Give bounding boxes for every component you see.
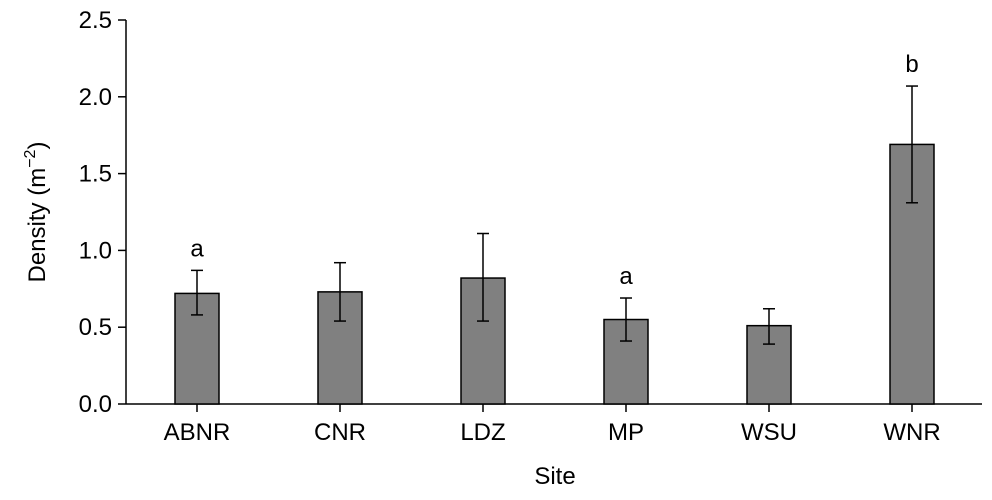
significance-letter-mp: a [619,263,633,290]
bars [174,143,935,405]
y-tick-label: 1.0 [79,237,112,264]
x-axis: ABNR CNR LDZ MP WSU WNR [126,403,982,446]
x-tick-label-wnr: WNR [883,419,940,446]
significance-letters: a a b [190,51,918,290]
y-tick-label: 1.5 [79,161,112,188]
y-tick-label: 0.5 [79,314,112,341]
significance-letter-wnr: b [905,51,918,78]
y-axis-title-superscript: −2 [22,149,39,167]
error-bars [191,85,918,345]
x-tick-label-abnr: ABNR [164,419,231,446]
y-axis-title-close: ) [24,142,51,150]
x-tick-label-wsu: WSU [741,419,797,446]
x-axis-title: Site [534,463,575,490]
y-axis-title: Density (m−2) [22,142,51,283]
y-axis-title-main: Density (m [24,168,51,283]
y-tick-label: 0.0 [79,391,112,418]
x-tick-label-ldz: LDZ [460,419,505,446]
y-tick-label: 2.0 [79,84,112,111]
y-tick-label: 2.5 [79,7,112,34]
bar-abnr [174,292,220,405]
x-tick-label-cnr: CNR [314,419,366,446]
y-axis: 0.0 0.5 1.0 1.5 2.0 2.5 [79,7,127,418]
significance-letter-abnr: a [190,235,204,262]
x-tick-label-mp: MP [608,419,644,446]
